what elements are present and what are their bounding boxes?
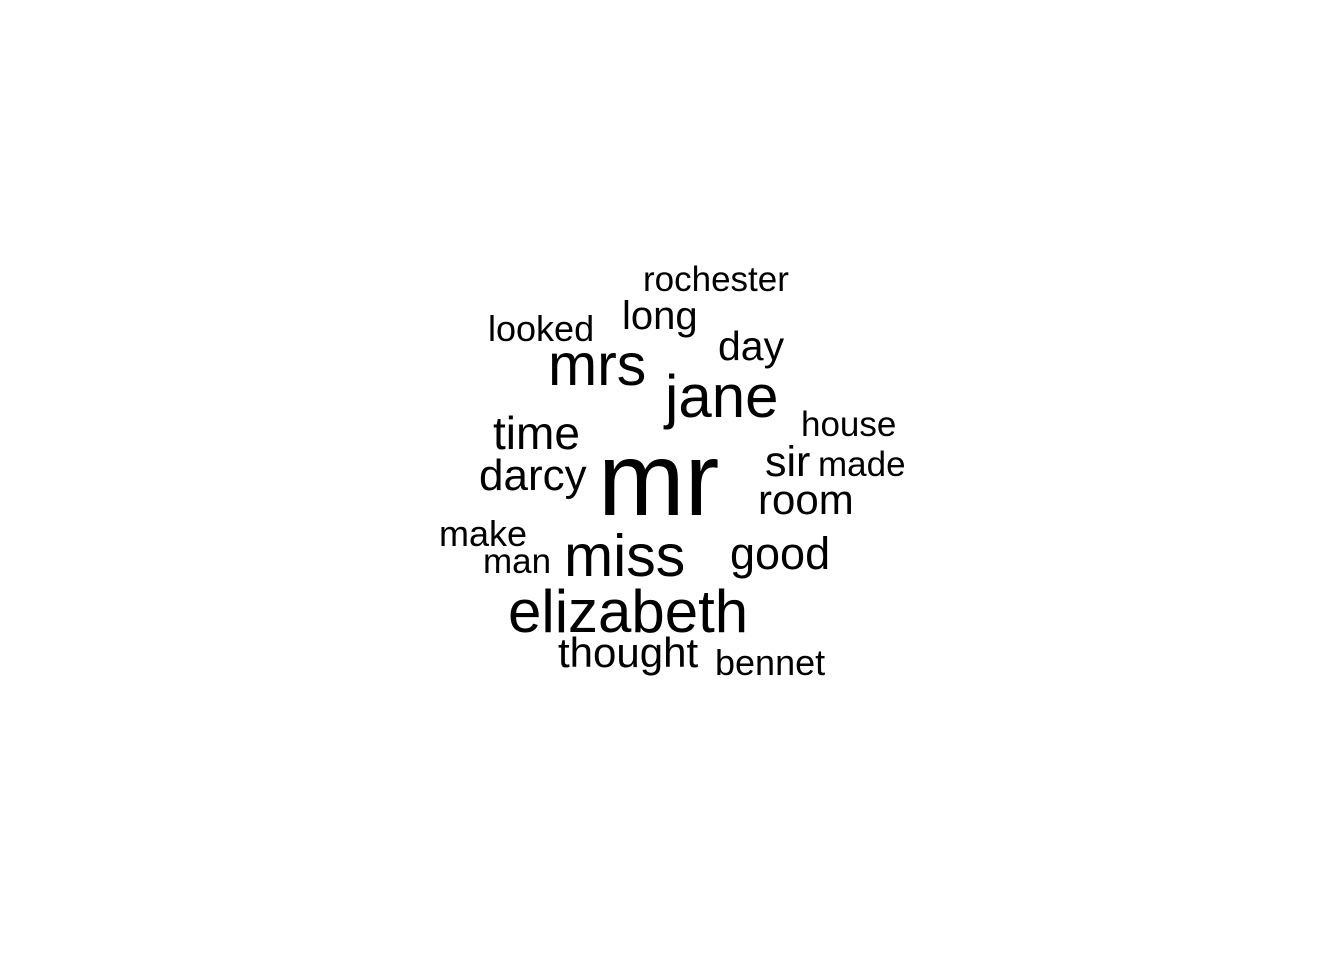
word-good: good <box>730 528 831 579</box>
word-darcy: darcy <box>479 451 587 500</box>
word-miss: miss <box>564 523 686 589</box>
word-made: made <box>818 445 906 484</box>
word-mr: mr <box>598 422 720 538</box>
word-make: make <box>439 513 528 554</box>
word-room: room <box>758 476 854 523</box>
word-man: man <box>483 542 552 581</box>
word-elizabeth: elizabeth <box>508 578 749 645</box>
word-time: time <box>493 407 580 459</box>
word-day: day <box>718 323 785 369</box>
word-bennet: bennet <box>715 642 826 683</box>
word-jane: jane <box>665 363 779 430</box>
word-house: house <box>801 405 897 444</box>
word-long: long <box>622 294 698 338</box>
word-sir: sir <box>765 438 811 486</box>
word-thought: thought <box>558 629 699 676</box>
word-rochester: rochester <box>643 260 789 299</box>
word-looked: looked <box>488 308 595 349</box>
word-mrs: mrs <box>548 332 647 398</box>
